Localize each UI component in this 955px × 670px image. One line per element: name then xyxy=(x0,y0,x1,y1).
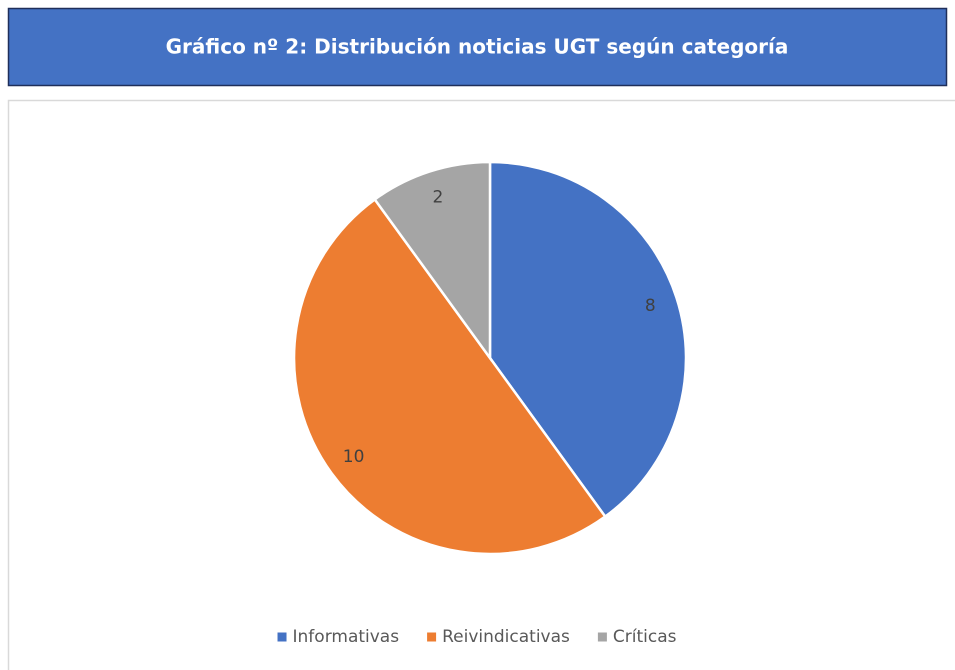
legend: Informativas Reivindicativas Críticas xyxy=(277,627,677,647)
title-banner xyxy=(7,7,948,87)
pie-slice xyxy=(488,160,688,519)
pie-slice xyxy=(292,197,607,556)
chart-title: Gráfico nº 2: Distribución noticias UGT … xyxy=(166,35,789,59)
pie: 8 10 2 xyxy=(292,160,688,556)
legend-swatch xyxy=(277,632,287,642)
data-label: 10 xyxy=(343,447,365,467)
data-label: 2 xyxy=(432,188,443,208)
legend-swatch xyxy=(427,632,437,642)
legend-swatch xyxy=(597,632,607,642)
data-label: 8 xyxy=(645,296,656,316)
legend-label: Críticas xyxy=(613,627,677,647)
legend-label: Reivindicativas xyxy=(442,627,570,647)
pie-slice xyxy=(373,160,492,362)
legend-label: Informativas xyxy=(293,627,400,647)
